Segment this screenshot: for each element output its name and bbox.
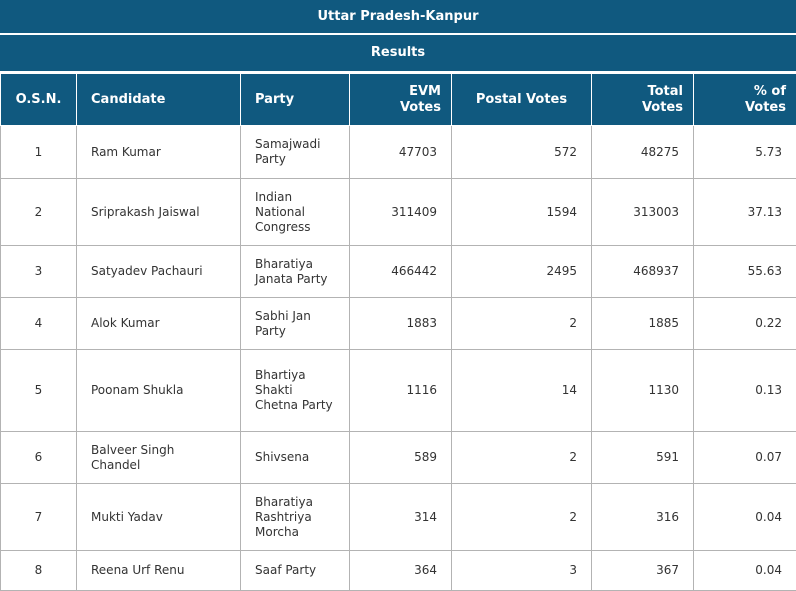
- table-row: 3 Satyadev Pachauri Bharatiya Janata Par…: [1, 246, 796, 298]
- cell-total-votes: 468937: [592, 246, 694, 298]
- page-title: Uttar Pradesh-Kanpur: [0, 0, 796, 35]
- cell-party: Saaf Party: [241, 551, 350, 591]
- cell-evm-votes: 314: [350, 484, 452, 551]
- table-row: 6 Balveer Singh Chandel Shivsena 589 2 5…: [1, 432, 796, 484]
- table-row: 7 Mukti Yadav Bharatiya Rashtriya Morcha…: [1, 484, 796, 551]
- cell-candidate: Satyadev Pachauri: [77, 246, 241, 298]
- cell-osn: 8: [1, 551, 77, 591]
- cell-osn: 3: [1, 246, 77, 298]
- cell-total-votes: 316: [592, 484, 694, 551]
- col-header-osn: O.S.N.: [1, 74, 77, 126]
- cell-pct-votes: 37.13: [694, 179, 796, 246]
- cell-pct-votes: 0.04: [694, 551, 796, 591]
- section-title: Results: [0, 35, 796, 73]
- cell-evm-votes: 364: [350, 551, 452, 591]
- cell-postal-votes: 14: [452, 350, 592, 432]
- cell-party: Samajwadi Party: [241, 126, 350, 179]
- table-row: 5 Poonam Shukla Bhartiya Shakti Chetna P…: [1, 350, 796, 432]
- cell-evm-votes: 47703: [350, 126, 452, 179]
- cell-osn: 1: [1, 126, 77, 179]
- cell-postal-votes: 1594: [452, 179, 592, 246]
- col-header-total-votes: Total Votes: [592, 74, 694, 126]
- cell-party: Bharatiya Rashtriya Morcha: [241, 484, 350, 551]
- table-row: 8 Reena Urf Renu Saaf Party 364 3 367 0.…: [1, 551, 796, 591]
- cell-evm-votes: 311409: [350, 179, 452, 246]
- cell-total-votes: 367: [592, 551, 694, 591]
- col-header-party: Party: [241, 74, 350, 126]
- cell-pct-votes: 0.07: [694, 432, 796, 484]
- header-row: O.S.N. Candidate Party EVM Votes Postal …: [1, 74, 796, 126]
- cell-party: Sabhi Jan Party: [241, 298, 350, 350]
- cell-osn: 7: [1, 484, 77, 551]
- cell-postal-votes: 3: [452, 551, 592, 591]
- cell-evm-votes: 466442: [350, 246, 452, 298]
- cell-party: Bharatiya Janata Party: [241, 246, 350, 298]
- table-row: 2 Sriprakash Jaiswal Indian National Con…: [1, 179, 796, 246]
- col-header-postal-votes: Postal Votes: [452, 74, 592, 126]
- cell-candidate: Poonam Shukla: [77, 350, 241, 432]
- cell-pct-votes: 0.04: [694, 484, 796, 551]
- col-header-evm-votes: EVM Votes: [350, 74, 452, 126]
- cell-total-votes: 1885: [592, 298, 694, 350]
- cell-osn: 2: [1, 179, 77, 246]
- cell-party: Bhartiya Shakti Chetna Party: [241, 350, 350, 432]
- cell-pct-votes: 0.13: [694, 350, 796, 432]
- cell-postal-votes: 2495: [452, 246, 592, 298]
- cell-evm-votes: 1116: [350, 350, 452, 432]
- cell-candidate: Ram Kumar: [77, 126, 241, 179]
- cell-total-votes: 48275: [592, 126, 694, 179]
- cell-candidate: Sriprakash Jaiswal: [77, 179, 241, 246]
- cell-pct-votes: 5.73: [694, 126, 796, 179]
- cell-pct-votes: 55.63: [694, 246, 796, 298]
- cell-osn: 4: [1, 298, 77, 350]
- cell-party: Indian National Congress: [241, 179, 350, 246]
- col-header-pct-votes: % of Votes: [694, 74, 796, 126]
- cell-total-votes: 591: [592, 432, 694, 484]
- cell-candidate: Reena Urf Renu: [77, 551, 241, 591]
- table-row: 1 Ram Kumar Samajwadi Party 47703 572 48…: [1, 126, 796, 179]
- cell-total-votes: 1130: [592, 350, 694, 432]
- cell-candidate: Alok Kumar: [77, 298, 241, 350]
- cell-evm-votes: 589: [350, 432, 452, 484]
- cell-evm-votes: 1883: [350, 298, 452, 350]
- cell-osn: 5: [1, 350, 77, 432]
- cell-postal-votes: 2: [452, 298, 592, 350]
- cell-candidate: Mukti Yadav: [77, 484, 241, 551]
- cell-candidate: Balveer Singh Chandel: [77, 432, 241, 484]
- cell-postal-votes: 2: [452, 484, 592, 551]
- cell-osn: 6: [1, 432, 77, 484]
- table-row: 4 Alok Kumar Sabhi Jan Party 1883 2 1885…: [1, 298, 796, 350]
- cell-pct-votes: 0.22: [694, 298, 796, 350]
- cell-postal-votes: 572: [452, 126, 592, 179]
- cell-postal-votes: 2: [452, 432, 592, 484]
- col-header-candidate: Candidate: [77, 74, 241, 126]
- cell-total-votes: 313003: [592, 179, 694, 246]
- cell-party: Shivsena: [241, 432, 350, 484]
- results-table: O.S.N. Candidate Party EVM Votes Postal …: [0, 73, 796, 591]
